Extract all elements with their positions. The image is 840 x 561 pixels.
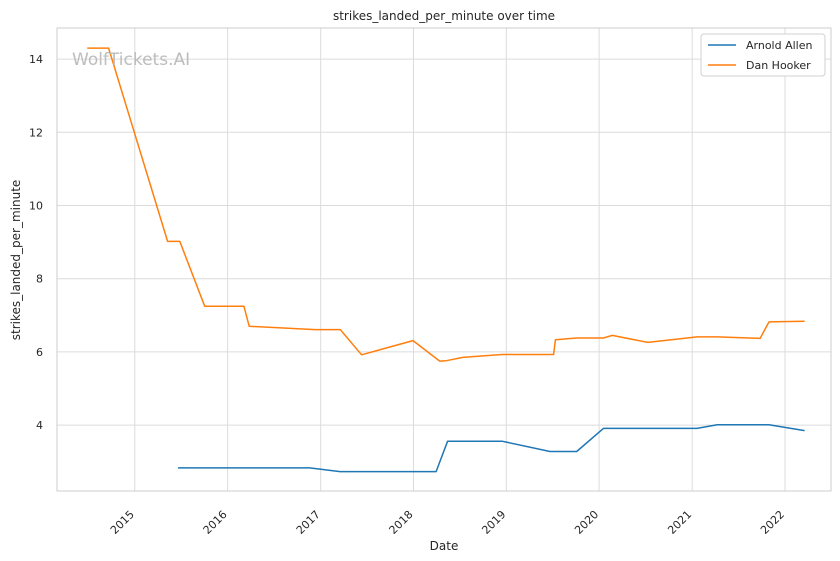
series-line-dan-hooker xyxy=(87,47,805,362)
y-tick-label: 6 xyxy=(36,346,43,359)
plot-frame xyxy=(56,27,832,492)
x-axis-label: Date xyxy=(430,539,459,553)
y-tick-label: 10 xyxy=(29,200,43,213)
watermark: WolfTickets.AI xyxy=(72,50,190,70)
x-tick-label: 2015 xyxy=(108,508,137,537)
x-tick-label: 2022 xyxy=(758,508,787,537)
x-ticks: 2015 2016 2017 2018 2019 2020 2021 2022 xyxy=(108,508,787,537)
x-tick-label: 2016 xyxy=(201,508,230,537)
x-tick-label: 2017 xyxy=(294,508,323,537)
y-tick-label: 14 xyxy=(29,53,43,66)
x-tick-label: 2020 xyxy=(572,508,601,537)
legend: Arnold Allen Dan Hooker xyxy=(700,33,826,77)
y-tick-label: 8 xyxy=(36,273,43,286)
y-tick-label: 4 xyxy=(36,419,43,432)
y-ticks: 4 6 8 10 12 14 xyxy=(29,53,43,432)
x-tick-label: 2018 xyxy=(387,508,416,537)
y-tick-label: 12 xyxy=(29,126,43,139)
series-lines xyxy=(87,47,805,473)
series-line-arnold-allen xyxy=(178,424,805,473)
grid xyxy=(57,28,831,491)
chart-title: strikes_landed_per_minute over time xyxy=(333,9,555,23)
legend-label-arnold-allen: Arnold Allen xyxy=(746,39,812,52)
x-tick-label: 2019 xyxy=(479,508,508,537)
x-tick-label: 2021 xyxy=(665,508,694,537)
legend-label-dan-hooker: Dan Hooker xyxy=(746,59,811,72)
y-axis-label: strikes_landed_per_minute xyxy=(9,180,23,341)
